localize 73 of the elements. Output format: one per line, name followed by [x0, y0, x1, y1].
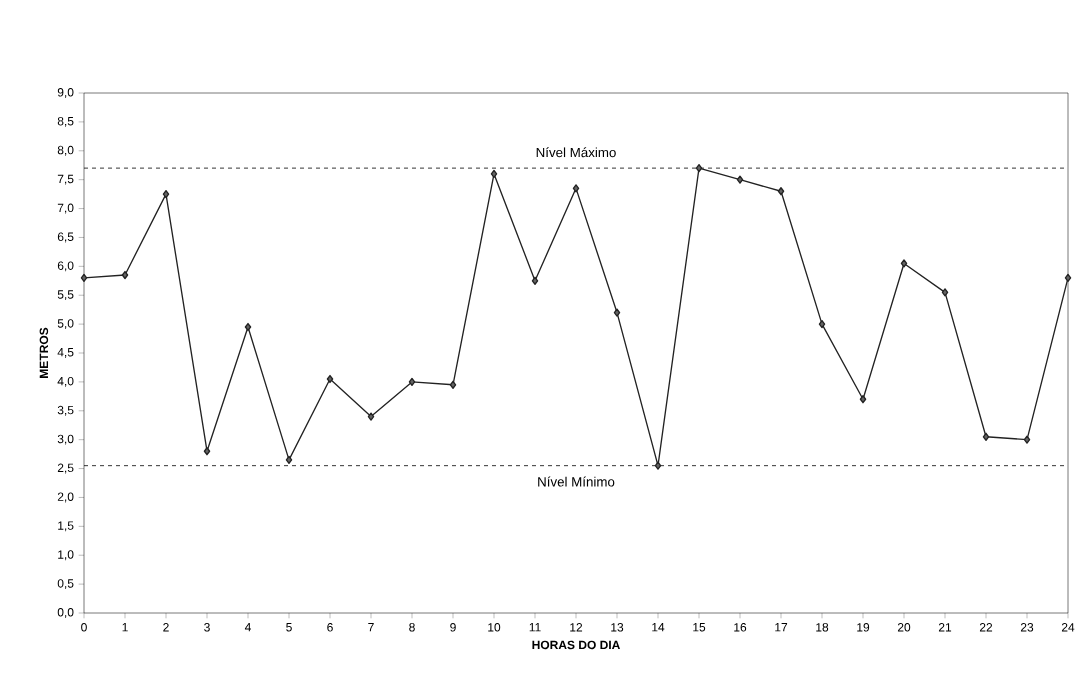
point: [449, 380, 457, 389]
point: [531, 276, 539, 285]
x-tick-label: 5: [286, 623, 292, 632]
point: [121, 270, 129, 280]
x-tick-label: 0: [81, 623, 87, 632]
y-tick-label: 1,0: [58, 550, 74, 561]
x-tick-label: 4: [244, 623, 251, 632]
y-tick-label: 1,5: [58, 521, 74, 532]
point: [203, 447, 211, 456]
x-tick-label: 19: [857, 623, 870, 632]
y-tick-label: 3,5: [57, 405, 74, 416]
x-tick-label: 24: [1061, 623, 1075, 632]
x-tick-label: 16: [734, 623, 747, 632]
x-tick-label: 6: [327, 623, 333, 632]
y-tick-label: 9,0: [57, 88, 74, 98]
y-tick-label: 6,5: [57, 232, 74, 243]
y-axis-title: METROS: [39, 327, 49, 378]
point: [367, 412, 375, 421]
x-tick-label: 2: [163, 623, 169, 632]
x-tick-label: 15: [693, 623, 706, 632]
y-tick-label: 3,0: [57, 434, 74, 445]
point: [613, 308, 621, 317]
x-tick-label: 13: [611, 623, 624, 632]
point: [162, 189, 170, 199]
x-tick-label: 1: [122, 623, 128, 632]
ref-line-label: Nível Máximo: [536, 147, 616, 158]
x-tick-label: 7: [368, 623, 374, 632]
point: [695, 163, 703, 173]
point: [982, 432, 990, 441]
point: [285, 455, 293, 465]
x-tick-label: 11: [529, 623, 541, 632]
point: [777, 187, 785, 196]
x-tick-label: 8: [409, 623, 415, 632]
x-tick-label: 18: [816, 623, 829, 632]
x-tick-label: 23: [1020, 623, 1034, 632]
point: [80, 273, 88, 283]
point: [859, 395, 867, 404]
y-tick-label: 6,0: [57, 261, 74, 272]
point: [736, 175, 744, 184]
point: [326, 374, 334, 384]
point: [1023, 435, 1031, 444]
point: [654, 461, 662, 470]
point: [941, 288, 949, 297]
point: [572, 184, 580, 193]
y-tick-label: 0,5: [57, 579, 74, 590]
y-tick-label: 8,0: [57, 145, 74, 156]
y-tick-label: 7,0: [57, 203, 74, 214]
y-tick-label: 4,0: [57, 376, 74, 387]
y-tick-label: 5,5: [57, 290, 74, 301]
point: [244, 322, 252, 332]
y-tick-label: 8,5: [57, 116, 74, 127]
x-tick-label: 21: [938, 623, 952, 632]
point: [408, 377, 416, 387]
ref-line-label: Nível Mínimo: [538, 476, 615, 487]
y-tick-label: 5,0: [57, 319, 74, 330]
x-tick-label: 17: [775, 623, 788, 632]
point: [900, 259, 908, 268]
point: [818, 319, 826, 329]
y-tick-label: 7,5: [57, 174, 74, 185]
x-tick-label: 3: [204, 623, 210, 632]
x-tick-label: 12: [570, 623, 583, 632]
x-tick-label: 10: [488, 623, 501, 632]
x-axis-title: HORAS DO DIA: [532, 640, 621, 650]
y-tick-label: 4,5: [57, 348, 74, 358]
x-tick-label: 20: [897, 623, 911, 632]
point: [490, 169, 498, 179]
x-tick-label: 22: [979, 623, 993, 632]
x-tick-label: 9: [450, 623, 456, 632]
point: [1064, 273, 1072, 283]
y-tick-label: 2,5: [57, 463, 74, 474]
y-tick-label: 0,0: [57, 608, 74, 618]
y-tick-label: 2,0: [57, 492, 74, 503]
x-tick-label: 14: [652, 623, 665, 632]
